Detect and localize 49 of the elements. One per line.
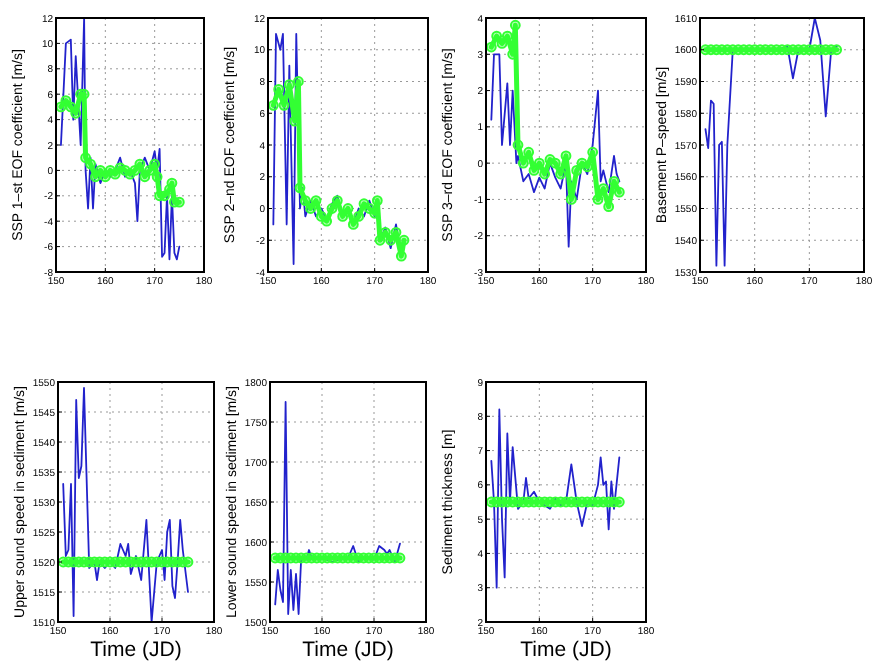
point [85,158,96,170]
point [299,195,311,206]
point [293,76,304,87]
point [173,196,185,208]
point [326,203,338,214]
point [166,177,178,189]
point [560,150,572,162]
x-axis-title: Time (JD) [302,638,394,662]
point [549,157,561,169]
line-series [55,88,185,208]
point [587,146,599,158]
point [353,211,365,222]
point [565,194,577,205]
point [613,186,625,198]
line-series [60,17,181,261]
point [294,182,306,194]
point [571,165,583,176]
point [608,175,620,187]
point [80,152,91,164]
point [151,171,163,183]
line-series [485,19,625,213]
x-axis-title: Time (JD) [520,638,612,662]
point [310,195,322,206]
point [395,250,407,262]
point [496,38,508,49]
line-series [62,387,189,623]
point [390,226,402,238]
point [273,84,285,95]
point [385,234,397,246]
line-series [267,76,410,262]
x-axis-title: Time (JD) [90,638,182,662]
point [374,234,386,246]
point [603,201,615,213]
point [592,194,604,205]
point [283,79,295,91]
point [371,195,383,206]
point [528,165,540,176]
point [321,215,333,227]
point [533,157,545,169]
point [337,211,349,222]
point [342,203,354,214]
point [509,19,521,31]
point [305,203,317,214]
point [331,195,343,206]
point [581,161,593,173]
point [523,146,535,158]
point [491,30,503,42]
point [512,139,524,151]
point [398,234,410,246]
